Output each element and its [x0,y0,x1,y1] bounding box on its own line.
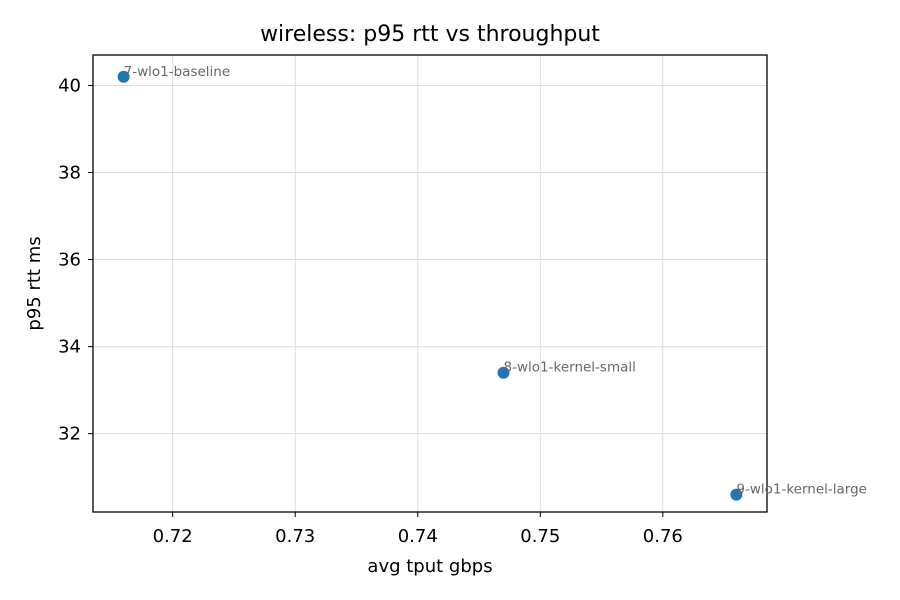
y-tick-label: 34 [58,337,81,358]
x-tick-label: 0.73 [275,526,315,547]
y-tick-label: 32 [58,424,81,445]
grid [93,55,767,512]
scatter-point [497,366,510,379]
y-tick-label: 36 [58,250,81,271]
data-points: 7-wlo1-baseline 8-wlo1-kernel-small 9-wlo1… [117,64,867,501]
x-tick-label: 0.72 [153,526,193,547]
y-axis-ticks: 32 34 36 38 40 [58,75,93,445]
y-axis-label: p95 rtt ms [24,236,45,330]
point-label: 8-wlo1-kernel-small [504,360,636,376]
y-tick-label: 38 [58,163,81,184]
x-axis-ticks: 0.72 0.73 0.74 0.75 0.76 [153,512,683,547]
chart-title: wireless: p95 rtt vs throughput [260,22,600,47]
scatter-point [730,488,743,501]
scatter-point [117,70,130,83]
x-tick-label: 0.76 [643,526,683,547]
point-label: 9-wlo1-kernel-large [736,482,867,498]
x-tick-label: 0.74 [398,526,438,547]
plot-area-frame [92,54,768,513]
point-label: 7-wlo1-baseline [124,64,231,80]
x-tick-label: 0.75 [520,526,560,547]
y-tick-label: 40 [58,75,81,96]
x-axis-label: avg tput gbps [367,556,492,577]
